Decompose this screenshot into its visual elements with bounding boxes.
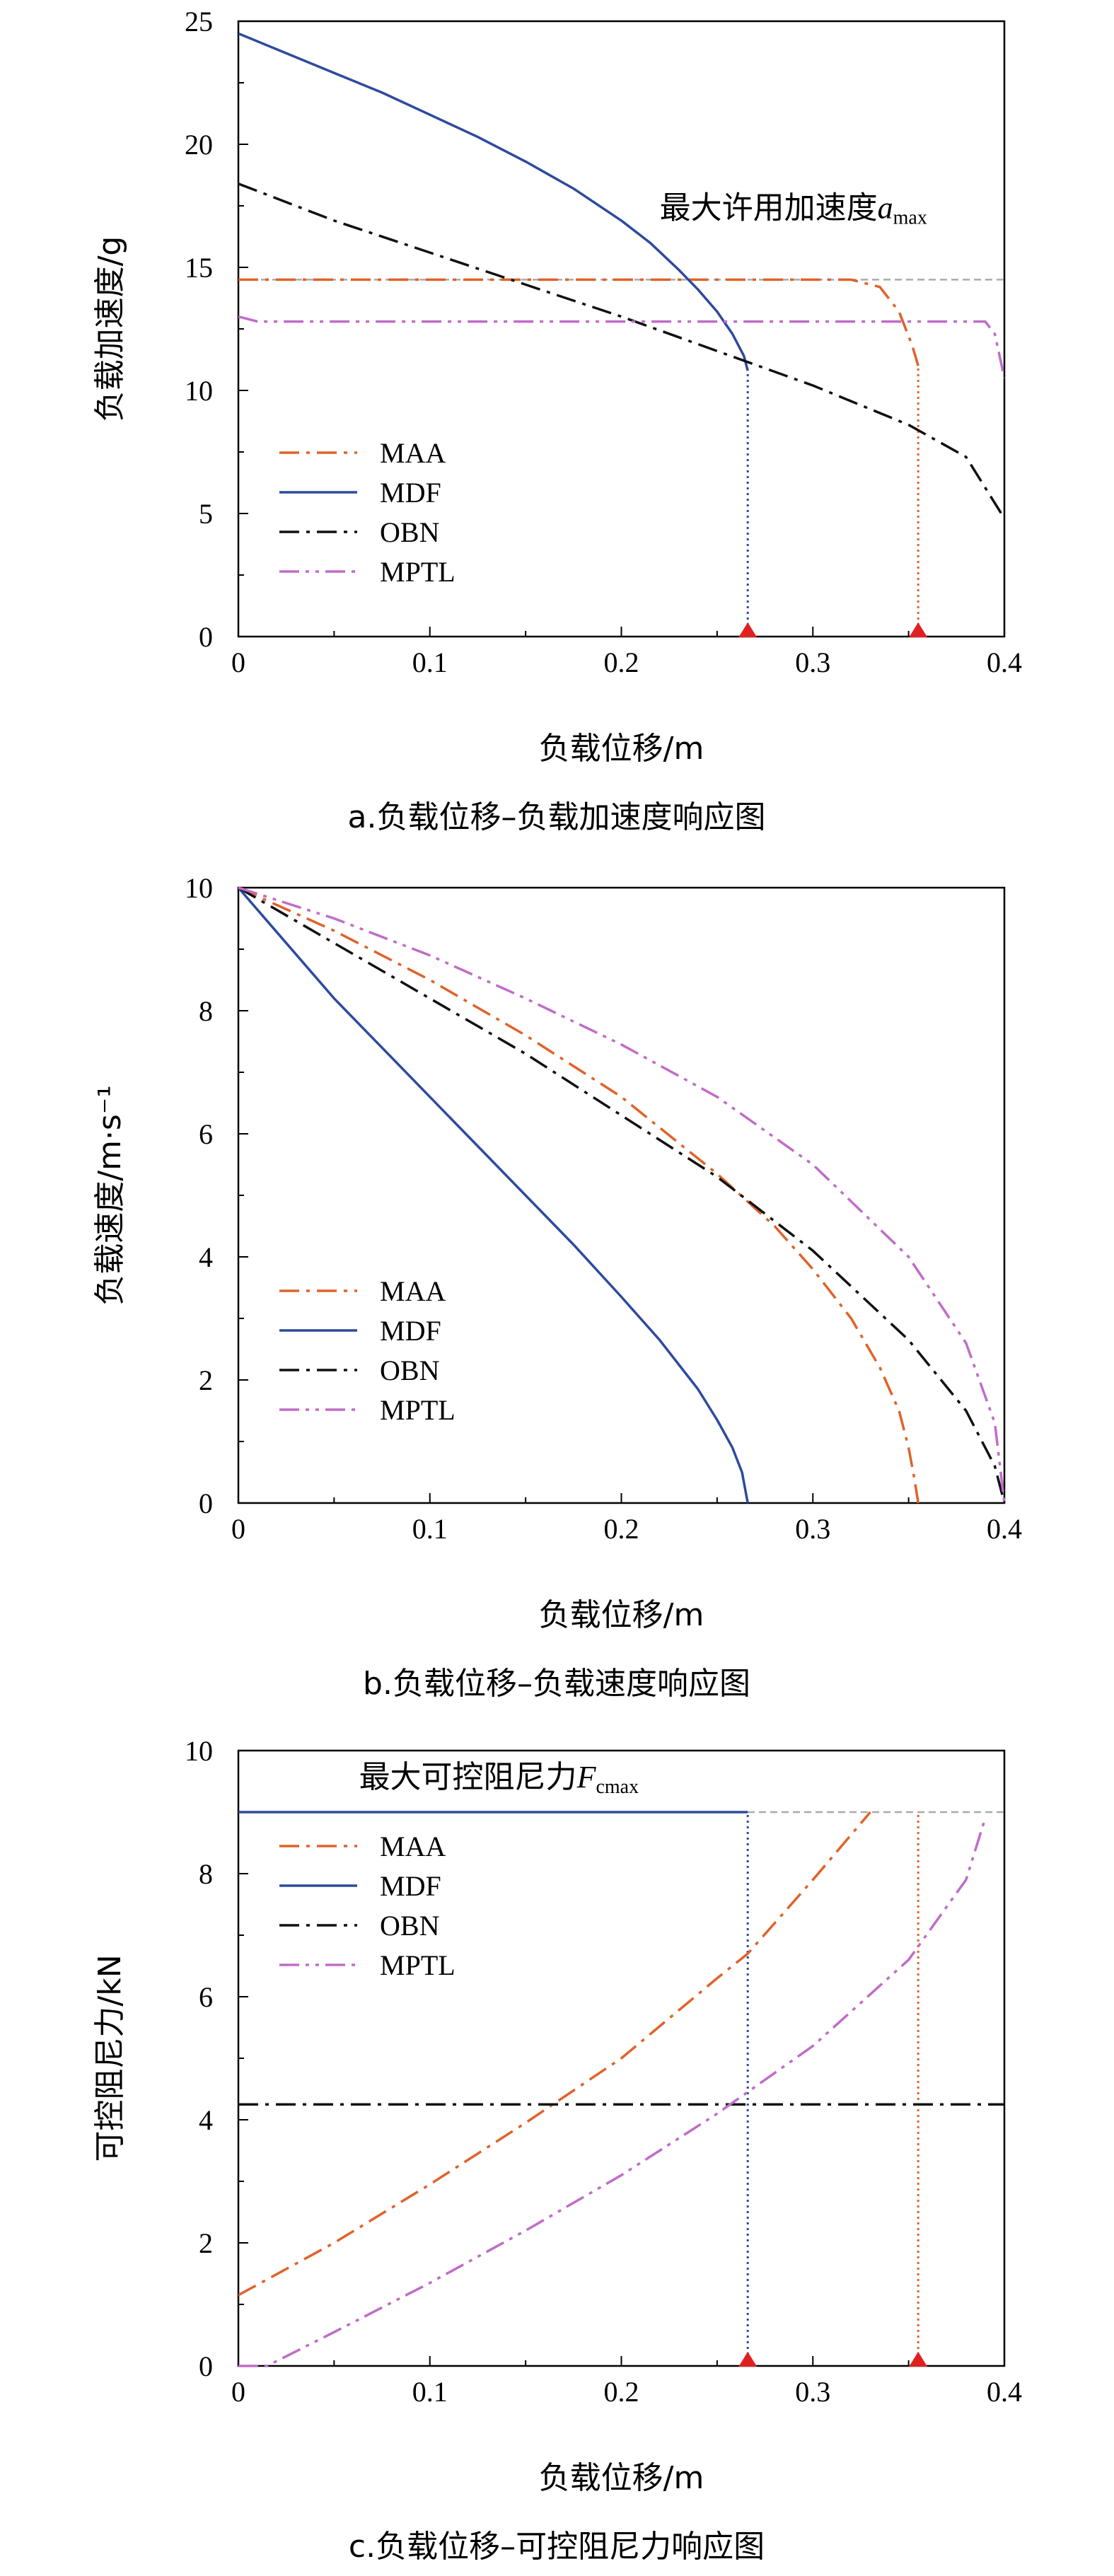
y-tick-label: 5 <box>199 498 213 530</box>
annotation-text: 最大许用加速度 <box>660 190 878 226</box>
plot-frame <box>237 20 1006 638</box>
annotation-symbol: a <box>878 190 893 225</box>
legend: MAA MDF OBN MPTL <box>279 437 456 588</box>
annotation-subscript: max <box>893 207 927 228</box>
legend-label-maa: MAA <box>380 437 446 469</box>
figure-caption: b.负载位移–负载速度响应图 <box>363 1666 750 1702</box>
x-axis-label: 负载位移/m <box>539 2460 704 2496</box>
legend-label-maa: MAA <box>380 1275 446 1307</box>
legend-label-mptl: MPTL <box>380 556 456 588</box>
plot-area <box>238 1811 1004 2367</box>
series-line-maa <box>238 278 919 366</box>
x-tick-label: 0.3 <box>795 2376 830 2408</box>
y-axis-label: 负载速度/m·s⁻¹ <box>92 1085 128 1305</box>
y-axis-label: 负载加速度/g <box>92 236 128 422</box>
x-tick-label: 0.4 <box>987 1513 1022 1545</box>
x-tick-label: 0.1 <box>412 2376 448 2408</box>
figure-caption: c.负载位移–可控阻尼力响应图 <box>349 2529 765 2565</box>
x-tick-label: 0 <box>231 2376 245 2408</box>
legend-label-obn: OBN <box>380 1910 439 1942</box>
series-line-mptl <box>238 315 1006 378</box>
x-tick-label: 0.1 <box>412 646 448 678</box>
x-axis-label: 负载位移/m <box>539 1597 704 1633</box>
y-tick-label: 0 <box>199 2350 213 2382</box>
y-tick-label: 2 <box>199 2227 213 2259</box>
y-tick-label: 4 <box>199 2104 213 2136</box>
stop-point-marker <box>738 622 758 637</box>
y-tick-label: 0 <box>199 621 213 653</box>
panel-c-displacement-damping-force: 0 0.1 0.2 0.3 0.4 0 2 4 6 8 10 负载位移/m 可控阻尼力/kN c.负载位移… <box>92 1735 1022 2565</box>
y-tick-label: 6 <box>199 1118 213 1150</box>
legend-label-maa: MAA <box>380 1831 446 1862</box>
series-line-mptl <box>238 886 1006 1504</box>
legend-label-obn: OBN <box>380 1354 439 1386</box>
x-tick-label: 0.4 <box>987 646 1022 678</box>
series-line-mptl <box>238 1818 987 2367</box>
series-line-mdf <box>238 886 749 1504</box>
y-tick-label: 8 <box>199 995 213 1027</box>
y-tick-label: 6 <box>199 1981 213 2013</box>
series-line-maa <box>238 1811 871 2297</box>
figure-caption: a.负载位移–负载加速度响应图 <box>348 799 766 835</box>
y-tick-label: 0 <box>199 1487 213 1519</box>
x-tick-label: 0 <box>231 1513 245 1545</box>
plot-area <box>238 886 1006 1504</box>
limit-annotation: 最大可控阻尼力Fcmax <box>359 1759 639 1798</box>
legend-label-mdf: MDF <box>380 477 441 509</box>
y-tick-label: 8 <box>199 1858 213 1890</box>
y-tick-label: 10 <box>185 872 213 904</box>
x-tick-label: 0.4 <box>987 2376 1022 2408</box>
legend-label-mptl: MPTL <box>380 1949 456 1981</box>
y-tick-label: 10 <box>185 375 213 407</box>
x-tick-label: 0.2 <box>604 1513 639 1545</box>
stop-point-marker <box>738 2352 758 2367</box>
limit-annotation: 最大许用加速度amax <box>660 190 927 228</box>
legend-label-mdf: MDF <box>380 1315 441 1347</box>
y-tick-label: 15 <box>185 252 213 284</box>
y-tick-label: 25 <box>185 6 213 37</box>
annotation-symbol: F <box>576 1760 597 1794</box>
x-tick-label: 0.1 <box>412 1513 448 1545</box>
stop-point-marker <box>909 2352 928 2367</box>
legend-label-mptl: MPTL <box>380 1394 456 1426</box>
legend: MAA MDF OBN MPTL <box>279 1275 456 1426</box>
panel-b-displacement-velocity: 0 0.1 0.2 0.3 0.4 0 2 4 6 8 10 负载位移/m 负载速度/m·s⁻¹ b.负载… <box>92 872 1022 1702</box>
x-axis-label: 负载位移/m <box>539 731 704 767</box>
y-tick-label: 2 <box>199 1364 213 1396</box>
annotation-subscript: cmax <box>596 1776 639 1798</box>
series-line-maa <box>238 886 919 1504</box>
x-tick-label: 0.2 <box>604 646 639 678</box>
legend-label-mdf: MDF <box>380 1870 441 1902</box>
series-line-obn <box>238 182 1006 519</box>
y-tick-label: 20 <box>185 129 213 161</box>
stop-point-marker <box>909 622 928 637</box>
panel-a-displacement-acceleration: 0 0.1 0.2 0.3 0.4 0 5 10 15 20 25 负载位移/m 负载加速度/g a.负载… <box>92 6 1022 835</box>
y-axis-label: 可控阻尼力/kN <box>92 1954 128 2162</box>
x-tick-label: 0.3 <box>795 1513 830 1545</box>
x-tick-label: 0 <box>231 646 245 678</box>
y-tick-label: 4 <box>199 1241 213 1273</box>
legend-label-obn: OBN <box>380 516 439 548</box>
x-tick-label: 0.3 <box>795 646 830 678</box>
y-tick-label: 10 <box>185 1735 213 1767</box>
annotation-text: 最大可控阻尼力 <box>359 1759 577 1795</box>
plot-area <box>238 32 1006 637</box>
legend: MAA MDF OBN MPTL <box>279 1831 456 1981</box>
x-tick-label: 0.2 <box>604 2376 639 2408</box>
